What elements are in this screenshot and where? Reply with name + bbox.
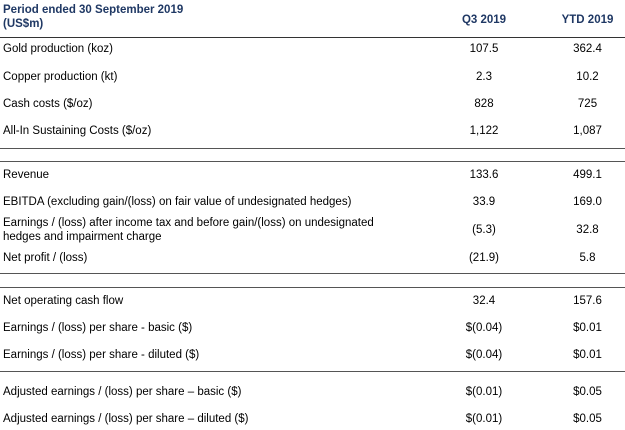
row-value-ytd: $0.01	[573, 322, 602, 334]
row-value-ytd: 499.1	[573, 169, 602, 181]
row-label: EBITDA (excluding gain/(loss) on fair va…	[3, 196, 352, 208]
row-value-q3: 828	[474, 98, 494, 110]
row-value-ytd: $0.05	[573, 386, 602, 398]
row-value-q3: $(0.04)	[465, 349, 503, 361]
row-value-q3: (21.9)	[468, 252, 500, 264]
section-divider	[0, 287, 625, 288]
row-label: Earnings / (loss) per share - basic ($)	[3, 322, 193, 334]
period-line-2: (US$m)	[3, 18, 44, 30]
row-value-q3: $(0.01)	[465, 386, 503, 398]
section-divider	[0, 148, 625, 149]
column-header-ytd: YTD 2019	[561, 14, 614, 26]
row-value-ytd: 169.0	[573, 196, 602, 208]
row-value-ytd: 157.6	[573, 295, 602, 307]
row-label-line-1: Earnings / (loss) after income tax and b…	[3, 217, 374, 229]
row-value-q3: (5.3)	[472, 224, 496, 236]
period-heading: Period ended 30 September 2019 (US$m)	[3, 3, 183, 31]
row-label: Earnings / (loss) per share - diluted ($…	[3, 349, 200, 361]
section-divider	[0, 371, 625, 372]
row-value-ytd: 725	[577, 98, 598, 110]
row-value-q3: $(0.01)	[465, 413, 503, 425]
row-label: Adjusted earnings / (loss) per share – b…	[3, 386, 242, 398]
header-divider	[0, 37, 625, 38]
row-value-ytd: 32.8	[576, 224, 599, 236]
row-value-q3: 107.5	[469, 43, 499, 55]
row-label-line-2: hedges and impairment charge	[3, 231, 162, 243]
row-value-q3: 2.3	[476, 71, 492, 83]
period-line-1: Period ended 30 September 2019	[3, 4, 184, 16]
row-value-ytd: $0.01	[573, 349, 602, 361]
row-value-ytd: 362.4	[573, 43, 602, 55]
row-value-q3: 133.6	[469, 169, 499, 181]
row-label: Revenue	[3, 169, 50, 181]
row-label: Adjusted earnings / (loss) per share – d…	[3, 413, 249, 425]
section-divider	[0, 273, 625, 274]
row-value-q3: 33.9	[472, 196, 496, 208]
row-label: Cash costs ($/oz)	[3, 98, 93, 110]
row-value-ytd: $0.05	[573, 413, 602, 425]
row-value-q3: 1,122	[469, 125, 499, 137]
row-label: Net profit / (loss)	[3, 252, 88, 264]
row-label: All-In Sustaining Costs ($/oz)	[3, 125, 152, 137]
row-label: Copper production (kt)	[3, 71, 118, 83]
row-value-q3: 32.4	[472, 295, 496, 307]
row-label: Earnings / (loss) after income tax and b…	[3, 216, 374, 244]
section-divider	[0, 161, 625, 162]
row-value-ytd: 10.2	[576, 71, 599, 83]
row-value-q3: $(0.04)	[465, 322, 503, 334]
column-header-q3: Q3 2019	[461, 14, 507, 26]
row-label: Net operating cash flow	[3, 295, 124, 307]
row-value-ytd: 5.8	[579, 252, 596, 264]
row-label: Gold production (koz)	[3, 43, 113, 55]
row-value-ytd: 1,087	[573, 125, 602, 137]
table-header: Period ended 30 September 2019 (US$m) Q3…	[0, 0, 625, 36]
